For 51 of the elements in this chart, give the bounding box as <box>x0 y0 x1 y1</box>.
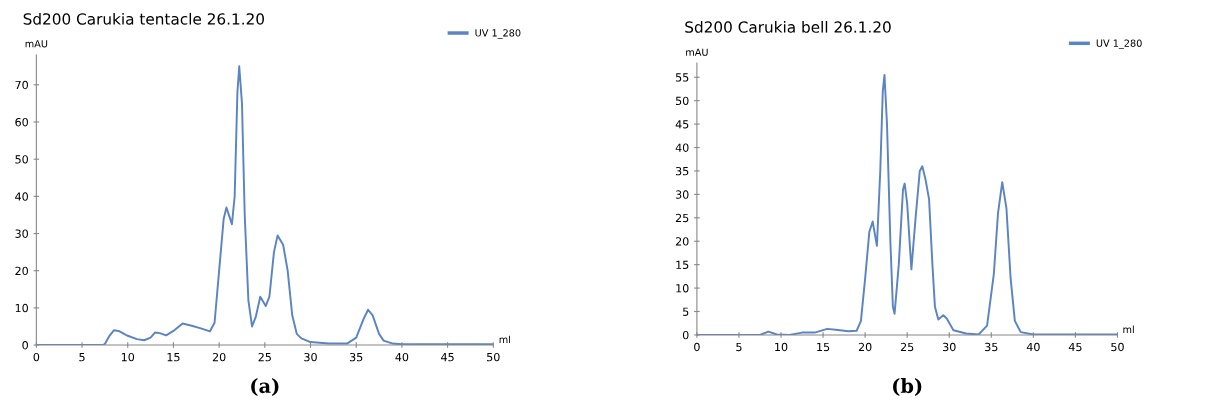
y-tick-label: 50 <box>675 96 689 106</box>
x-tick-label: 45 <box>441 353 454 362</box>
x-tick-label: 5 <box>736 342 742 352</box>
x-tick-label: 45 <box>1068 342 1082 352</box>
y-tick-label: 10 <box>15 303 28 313</box>
y-tick-label: 30 <box>15 229 28 238</box>
y-tick-label: 45 <box>675 120 689 129</box>
x-tick-label: 30 <box>304 352 317 362</box>
text: (b) <box>893 378 922 396</box>
x-tick-label: 25 <box>258 352 271 362</box>
x-tick-label: 20 <box>858 342 872 352</box>
x-tick-label: 50 <box>487 352 500 362</box>
y-axis-title: mAU <box>686 48 708 56</box>
y-tick-label: 30 <box>675 190 689 199</box>
x-tick-label: 40 <box>1026 342 1040 352</box>
y-tick-label: 40 <box>675 143 689 152</box>
x-tick-label: 25 <box>900 342 914 352</box>
chart-title: Sd200 Carukia tentacle 26.1.20 <box>23 12 264 25</box>
x-tick-label: 10 <box>121 352 135 362</box>
y-axis-title: mAU <box>25 40 48 48</box>
x-tick-label: 40 <box>395 352 409 362</box>
text: (a) <box>251 378 279 396</box>
x-tick-label: 0 <box>694 342 700 352</box>
y-tick-label: 35 <box>675 166 689 176</box>
legend-label: UV 1_280 <box>475 29 521 39</box>
y-tick-label: 20 <box>675 237 689 246</box>
y-tick-label: 25 <box>675 213 689 223</box>
y-tick-label: 70 <box>15 80 28 90</box>
x-tick-label: 5 <box>79 353 85 362</box>
y-tick-label: 0 <box>682 330 689 340</box>
x-tick-label: 50 <box>1111 342 1124 352</box>
x-tick-label: 10 <box>775 342 788 352</box>
y-tick-label: 5 <box>683 307 689 316</box>
chart-title: Sd200 Carukia bell 26.1.20 <box>685 21 891 33</box>
x-tick-label: 0 <box>33 352 40 362</box>
x-tick-label: 20 <box>212 352 226 362</box>
x-tick-label: 15 <box>167 353 180 362</box>
x-tick-label: 35 <box>985 342 998 352</box>
legend-label: UV 1_280 <box>1096 39 1142 49</box>
y-tick-label: 15 <box>676 260 689 270</box>
x-tick-label: 35 <box>349 352 363 362</box>
y-tick-label: 50 <box>15 155 28 164</box>
x-tick-label: 15 <box>817 342 830 352</box>
x-axis-title: ml <box>1123 325 1134 333</box>
x-tick-label: 30 <box>943 342 956 352</box>
y-tick-label: 55 <box>675 73 689 82</box>
x-axis-title: ml <box>499 335 511 344</box>
y-tick-label: 20 <box>15 266 28 276</box>
y-tick-label: 60 <box>15 117 28 127</box>
y-tick-label: 40 <box>15 192 28 201</box>
y-tick-label: 10 <box>676 284 689 293</box>
